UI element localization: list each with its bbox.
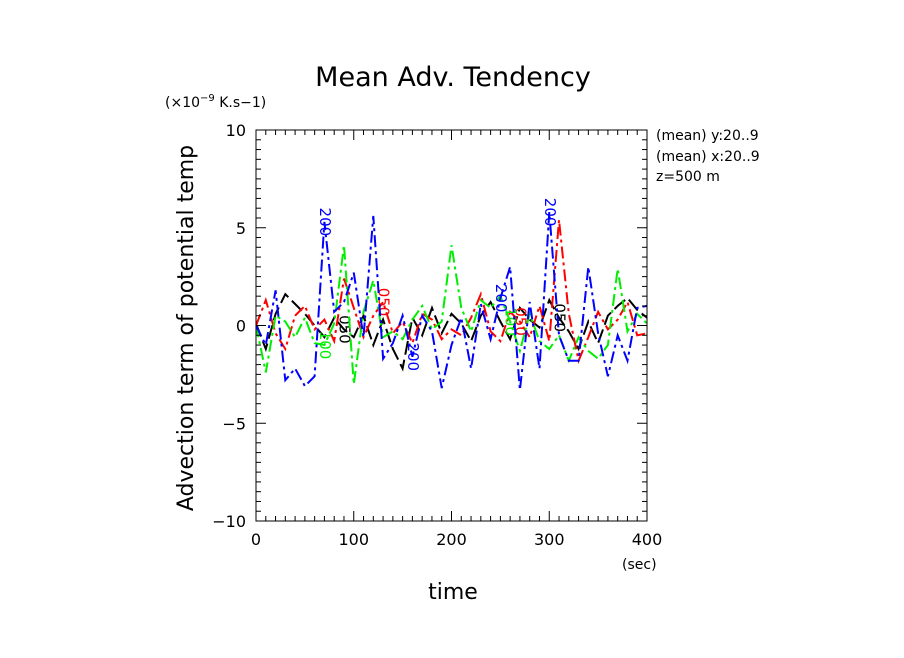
series-label-3-2: 200 — [492, 284, 510, 313]
x-unit-label: (sec) — [622, 557, 657, 573]
y-unit-exponent: −9 — [200, 93, 215, 104]
x-tick-label: 0 — [251, 530, 261, 549]
series-line-3 — [256, 212, 647, 391]
series-label-3-1: 200 — [404, 342, 422, 371]
axis-ticks: 0 100 200 300 400 −10 −5 0 5 10 — [212, 121, 662, 549]
info-line-2: (mean) x:20..9 — [656, 149, 760, 165]
series-label-2-0: 100 — [316, 331, 334, 360]
x-tick-label: 400 — [632, 530, 663, 549]
series-line-1 — [256, 219, 647, 365]
info-line-3: z=500 m — [656, 169, 720, 185]
x-tick-label: 300 — [534, 530, 565, 549]
y-axis-label: Advection term of potential temp — [174, 145, 199, 511]
x-axis-label: time — [428, 580, 478, 605]
y-unit-label: (×10−9 K.s−1) — [165, 93, 266, 111]
y-unit-prefix: (×10 — [165, 95, 200, 111]
x-tick-label: 200 — [436, 530, 467, 549]
y-tick-label: 5 — [236, 219, 246, 238]
chart-title: Mean Adv. Tendency — [315, 62, 591, 93]
y-tick-label: −5 — [222, 414, 246, 433]
y-tick-label: 0 — [236, 317, 246, 336]
series-label-3-3: 200 — [541, 198, 559, 227]
y-unit-suffix: K.s−1) — [215, 95, 266, 111]
x-tick-label: 100 — [338, 530, 369, 549]
series-label-0-1: 050 — [551, 303, 569, 332]
plot-frame — [255, 129, 648, 522]
series-line-0 — [256, 292, 647, 372]
series-label-3-0: 200 — [316, 208, 334, 237]
y-tick-label: −10 — [212, 512, 246, 531]
info-line-1: (mean) y:20..9 — [656, 128, 759, 144]
series-line-2 — [256, 245, 647, 385]
y-tick-label: 10 — [226, 121, 246, 140]
